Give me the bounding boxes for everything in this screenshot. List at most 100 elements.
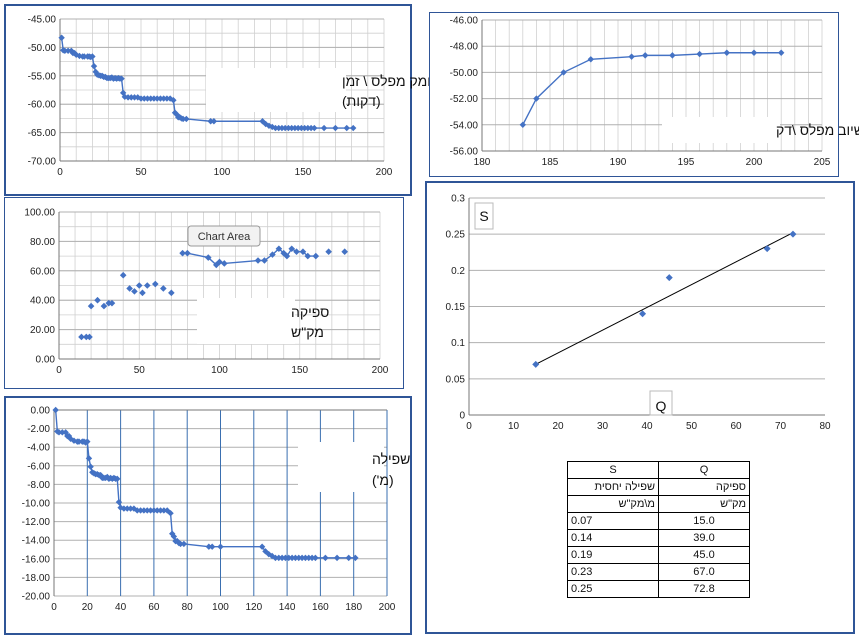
data-point — [180, 540, 188, 548]
data-point — [166, 95, 174, 102]
chart-title: עומק מפלס \ זמן — [342, 73, 439, 89]
data-point — [669, 52, 676, 59]
x-tick-label: 80 — [182, 602, 194, 613]
y-tick-label: -8.00 — [27, 480, 50, 491]
data-point — [52, 406, 59, 414]
data-point — [325, 248, 332, 255]
table-row: 0.19 45.0 — [567, 546, 750, 564]
table-row: 0.07 15.0 — [567, 512, 750, 530]
title-box — [206, 68, 346, 112]
data-point — [92, 68, 99, 76]
data-point — [320, 124, 328, 132]
x-axis-label: Q — [656, 398, 667, 414]
data-point — [76, 52, 83, 60]
data-point — [278, 554, 286, 562]
data-point — [119, 89, 127, 97]
data-point — [134, 507, 141, 514]
data-point — [160, 95, 167, 102]
data-point — [61, 47, 69, 55]
table-cell-q: 45.0 — [658, 546, 750, 564]
data-point — [164, 507, 171, 514]
x-tick-label: 200 — [746, 157, 763, 168]
x-tick-label: 180 — [345, 602, 362, 613]
x-tick-label: 205 — [814, 157, 831, 168]
data-point — [308, 554, 316, 562]
data-point — [778, 49, 785, 56]
data-point — [70, 437, 78, 444]
data-point — [140, 507, 148, 514]
data-point — [665, 274, 673, 282]
y-tick-label: 100.00 — [24, 208, 55, 219]
title-box — [298, 442, 384, 492]
chart-title: ספיקה — [291, 304, 329, 320]
data-point — [259, 118, 266, 125]
y-tick-label: -55.00 — [28, 71, 57, 82]
table-subheader-s: שפילה יחסית — [567, 478, 659, 496]
data-table: S Q שפילה יחסית ספיקה מ\מק"ש מק"ש 0.07 1… — [567, 461, 750, 598]
data-point — [168, 289, 175, 297]
data-point — [147, 95, 154, 102]
chart-drawdown: 0.00 -2.00 -4.00 -6.00 -8.00 -10.00 -12.00 -14.… — [22, 406, 411, 614]
table-subheader-q: ספיקה — [658, 478, 750, 496]
x-tick-label: 100 — [214, 167, 231, 178]
y-tick-label: -20.00 — [22, 592, 51, 603]
data-point — [124, 505, 131, 512]
table-cell-s: 0.23 — [567, 563, 659, 581]
data-point — [115, 498, 123, 506]
x-tick-label: 50 — [686, 421, 698, 432]
data-point — [68, 47, 75, 55]
chart-flow: 0.00 20.00 40.00 60.00 80.00 100.00 0 50 100 150 2… — [24, 208, 389, 377]
chart-title: שיוב מפלס \דק — [776, 122, 859, 138]
data-point — [763, 245, 771, 253]
data-point — [295, 554, 302, 562]
table-cell-s: 0.19 — [567, 546, 659, 564]
data-point — [119, 271, 127, 279]
table-unit-s: מ\מק"ש — [567, 495, 659, 513]
y-tick-label: 0.00 — [31, 406, 51, 417]
data-point — [124, 94, 132, 101]
title-box — [197, 298, 295, 344]
data-point — [723, 49, 730, 56]
data-point — [275, 245, 283, 253]
y-axis-label: S — [479, 208, 488, 224]
data-point — [183, 115, 190, 123]
data-point — [532, 360, 540, 368]
y-tick-label: 40.00 — [30, 296, 55, 307]
table-unit-row: מ\מק"ש מק"ש — [567, 495, 750, 513]
x-tick-label: 200 — [372, 365, 389, 376]
data-point — [272, 554, 279, 562]
y-tick-label: 0.1 — [451, 338, 465, 349]
chart-recovery-panel: -46.00 -48.00 -50.00 -52.00 -54.00 -56.00 180 1… — [429, 12, 859, 177]
data-point — [285, 554, 292, 562]
data-point — [299, 248, 307, 255]
x-tick-label: 180 — [474, 157, 491, 168]
data-point — [64, 47, 72, 55]
data-point — [288, 554, 296, 562]
x-tick-label: 30 — [597, 421, 609, 432]
y-tick-label: 0.25 — [446, 230, 466, 241]
data-point — [157, 95, 164, 102]
x-tick-label: 200 — [379, 602, 396, 613]
y-tick-label: 0.15 — [446, 302, 466, 313]
data-point — [333, 554, 341, 562]
x-tick-label: 0 — [466, 421, 472, 432]
y-tick-label: -18.00 — [22, 573, 51, 584]
x-tick-label: 150 — [295, 167, 312, 178]
chart-level-vs-time-panel: -45.00 -50.00 -55.00 -60.00 -65.00 -70.00 0 50 1… — [4, 4, 439, 196]
data-point — [135, 282, 143, 289]
y-tick-label: -46.00 — [450, 16, 479, 27]
chart-area-tooltip — [187, 225, 261, 247]
table-cell-s: 0.14 — [567, 529, 659, 547]
data-point — [350, 124, 357, 132]
x-tick-label: 60 — [730, 421, 742, 432]
x-tick-label: 185 — [542, 157, 559, 168]
data-point — [131, 94, 138, 101]
x-tick-label: 50 — [135, 167, 147, 178]
data-point — [75, 438, 83, 445]
y-tick-label: -50.00 — [450, 68, 479, 79]
y-tick-label: -2.00 — [27, 424, 50, 435]
data-point — [341, 248, 348, 255]
y-tick-label: -48.00 — [450, 42, 479, 53]
table-cell-q: 67.0 — [658, 563, 750, 581]
